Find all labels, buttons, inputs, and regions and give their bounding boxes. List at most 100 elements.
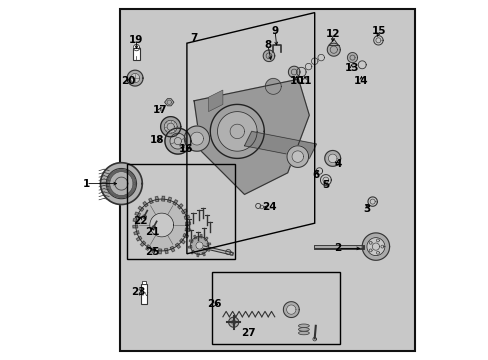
Polygon shape: [347, 53, 357, 63]
Text: 17: 17: [152, 105, 167, 115]
Text: 18: 18: [150, 135, 164, 145]
Polygon shape: [145, 245, 150, 250]
Text: 11: 11: [297, 76, 312, 86]
Bar: [132, 48, 140, 60]
Polygon shape: [134, 231, 139, 235]
Text: 4: 4: [334, 159, 341, 169]
Text: 2: 2: [334, 243, 341, 253]
Polygon shape: [366, 238, 384, 256]
Polygon shape: [142, 215, 146, 219]
Polygon shape: [162, 196, 164, 201]
Polygon shape: [136, 199, 187, 251]
Text: 3: 3: [363, 204, 370, 214]
Polygon shape: [286, 305, 295, 314]
Text: 22: 22: [133, 216, 147, 226]
Polygon shape: [183, 234, 188, 238]
Text: RTV: RTV: [139, 292, 149, 297]
Polygon shape: [184, 126, 209, 151]
Text: 10: 10: [289, 76, 304, 86]
Text: 12: 12: [325, 29, 339, 39]
Polygon shape: [217, 112, 257, 151]
Polygon shape: [138, 206, 143, 211]
Polygon shape: [203, 237, 207, 241]
Polygon shape: [173, 200, 177, 205]
Polygon shape: [286, 146, 308, 167]
Text: 8: 8: [264, 40, 271, 50]
Polygon shape: [263, 50, 274, 62]
Polygon shape: [170, 246, 174, 252]
Polygon shape: [244, 131, 316, 158]
Text: 26: 26: [206, 299, 221, 309]
Polygon shape: [202, 252, 205, 256]
Polygon shape: [328, 154, 336, 163]
Polygon shape: [159, 249, 162, 254]
Polygon shape: [188, 246, 192, 248]
Text: 27: 27: [240, 328, 255, 338]
Polygon shape: [160, 117, 181, 137]
Polygon shape: [133, 44, 140, 51]
Polygon shape: [228, 317, 238, 327]
Text: 20: 20: [121, 76, 136, 86]
Ellipse shape: [298, 328, 309, 331]
Polygon shape: [190, 132, 203, 145]
Bar: [141, 284, 147, 304]
Ellipse shape: [298, 331, 309, 335]
Polygon shape: [170, 133, 185, 149]
Polygon shape: [362, 233, 389, 260]
Text: 25: 25: [145, 247, 160, 257]
Polygon shape: [164, 99, 174, 106]
Polygon shape: [190, 237, 208, 255]
Polygon shape: [177, 204, 183, 209]
Text: 19: 19: [129, 35, 143, 45]
Polygon shape: [149, 213, 173, 237]
Polygon shape: [265, 78, 281, 94]
Polygon shape: [167, 197, 171, 202]
Polygon shape: [189, 240, 193, 243]
Text: 16: 16: [179, 144, 193, 154]
Polygon shape: [164, 120, 177, 133]
Polygon shape: [152, 248, 156, 253]
Polygon shape: [136, 236, 142, 241]
Polygon shape: [135, 212, 140, 216]
Polygon shape: [185, 228, 190, 231]
Bar: [212, 272, 339, 344]
Polygon shape: [197, 253, 199, 257]
Polygon shape: [194, 79, 309, 194]
Polygon shape: [205, 248, 209, 251]
Polygon shape: [143, 202, 148, 207]
Polygon shape: [140, 241, 145, 246]
Polygon shape: [185, 222, 190, 225]
Polygon shape: [208, 90, 223, 112]
Polygon shape: [283, 302, 299, 318]
Text: 24: 24: [262, 202, 276, 212]
Bar: [127, 164, 235, 259]
Polygon shape: [199, 234, 202, 238]
Polygon shape: [196, 242, 203, 249]
Polygon shape: [133, 219, 138, 222]
Polygon shape: [324, 150, 340, 166]
Polygon shape: [127, 70, 142, 86]
Polygon shape: [291, 151, 303, 162]
Polygon shape: [164, 248, 168, 253]
Text: 7: 7: [190, 33, 197, 43]
Polygon shape: [326, 43, 340, 56]
Polygon shape: [288, 66, 299, 78]
Text: 21: 21: [145, 227, 160, 237]
Text: 14: 14: [353, 76, 368, 86]
Ellipse shape: [298, 324, 309, 328]
Polygon shape: [181, 209, 186, 214]
Text: 23: 23: [131, 287, 145, 297]
Bar: [120, 9, 415, 351]
Polygon shape: [155, 197, 159, 202]
Polygon shape: [180, 239, 184, 244]
Bar: [142, 281, 145, 284]
Text: 13: 13: [344, 63, 358, 73]
Polygon shape: [152, 226, 155, 229]
Polygon shape: [206, 243, 210, 246]
Polygon shape: [164, 128, 190, 154]
Text: 1: 1: [82, 179, 89, 189]
Polygon shape: [101, 163, 142, 204]
Polygon shape: [193, 235, 197, 239]
Polygon shape: [191, 250, 194, 254]
Polygon shape: [133, 225, 138, 228]
